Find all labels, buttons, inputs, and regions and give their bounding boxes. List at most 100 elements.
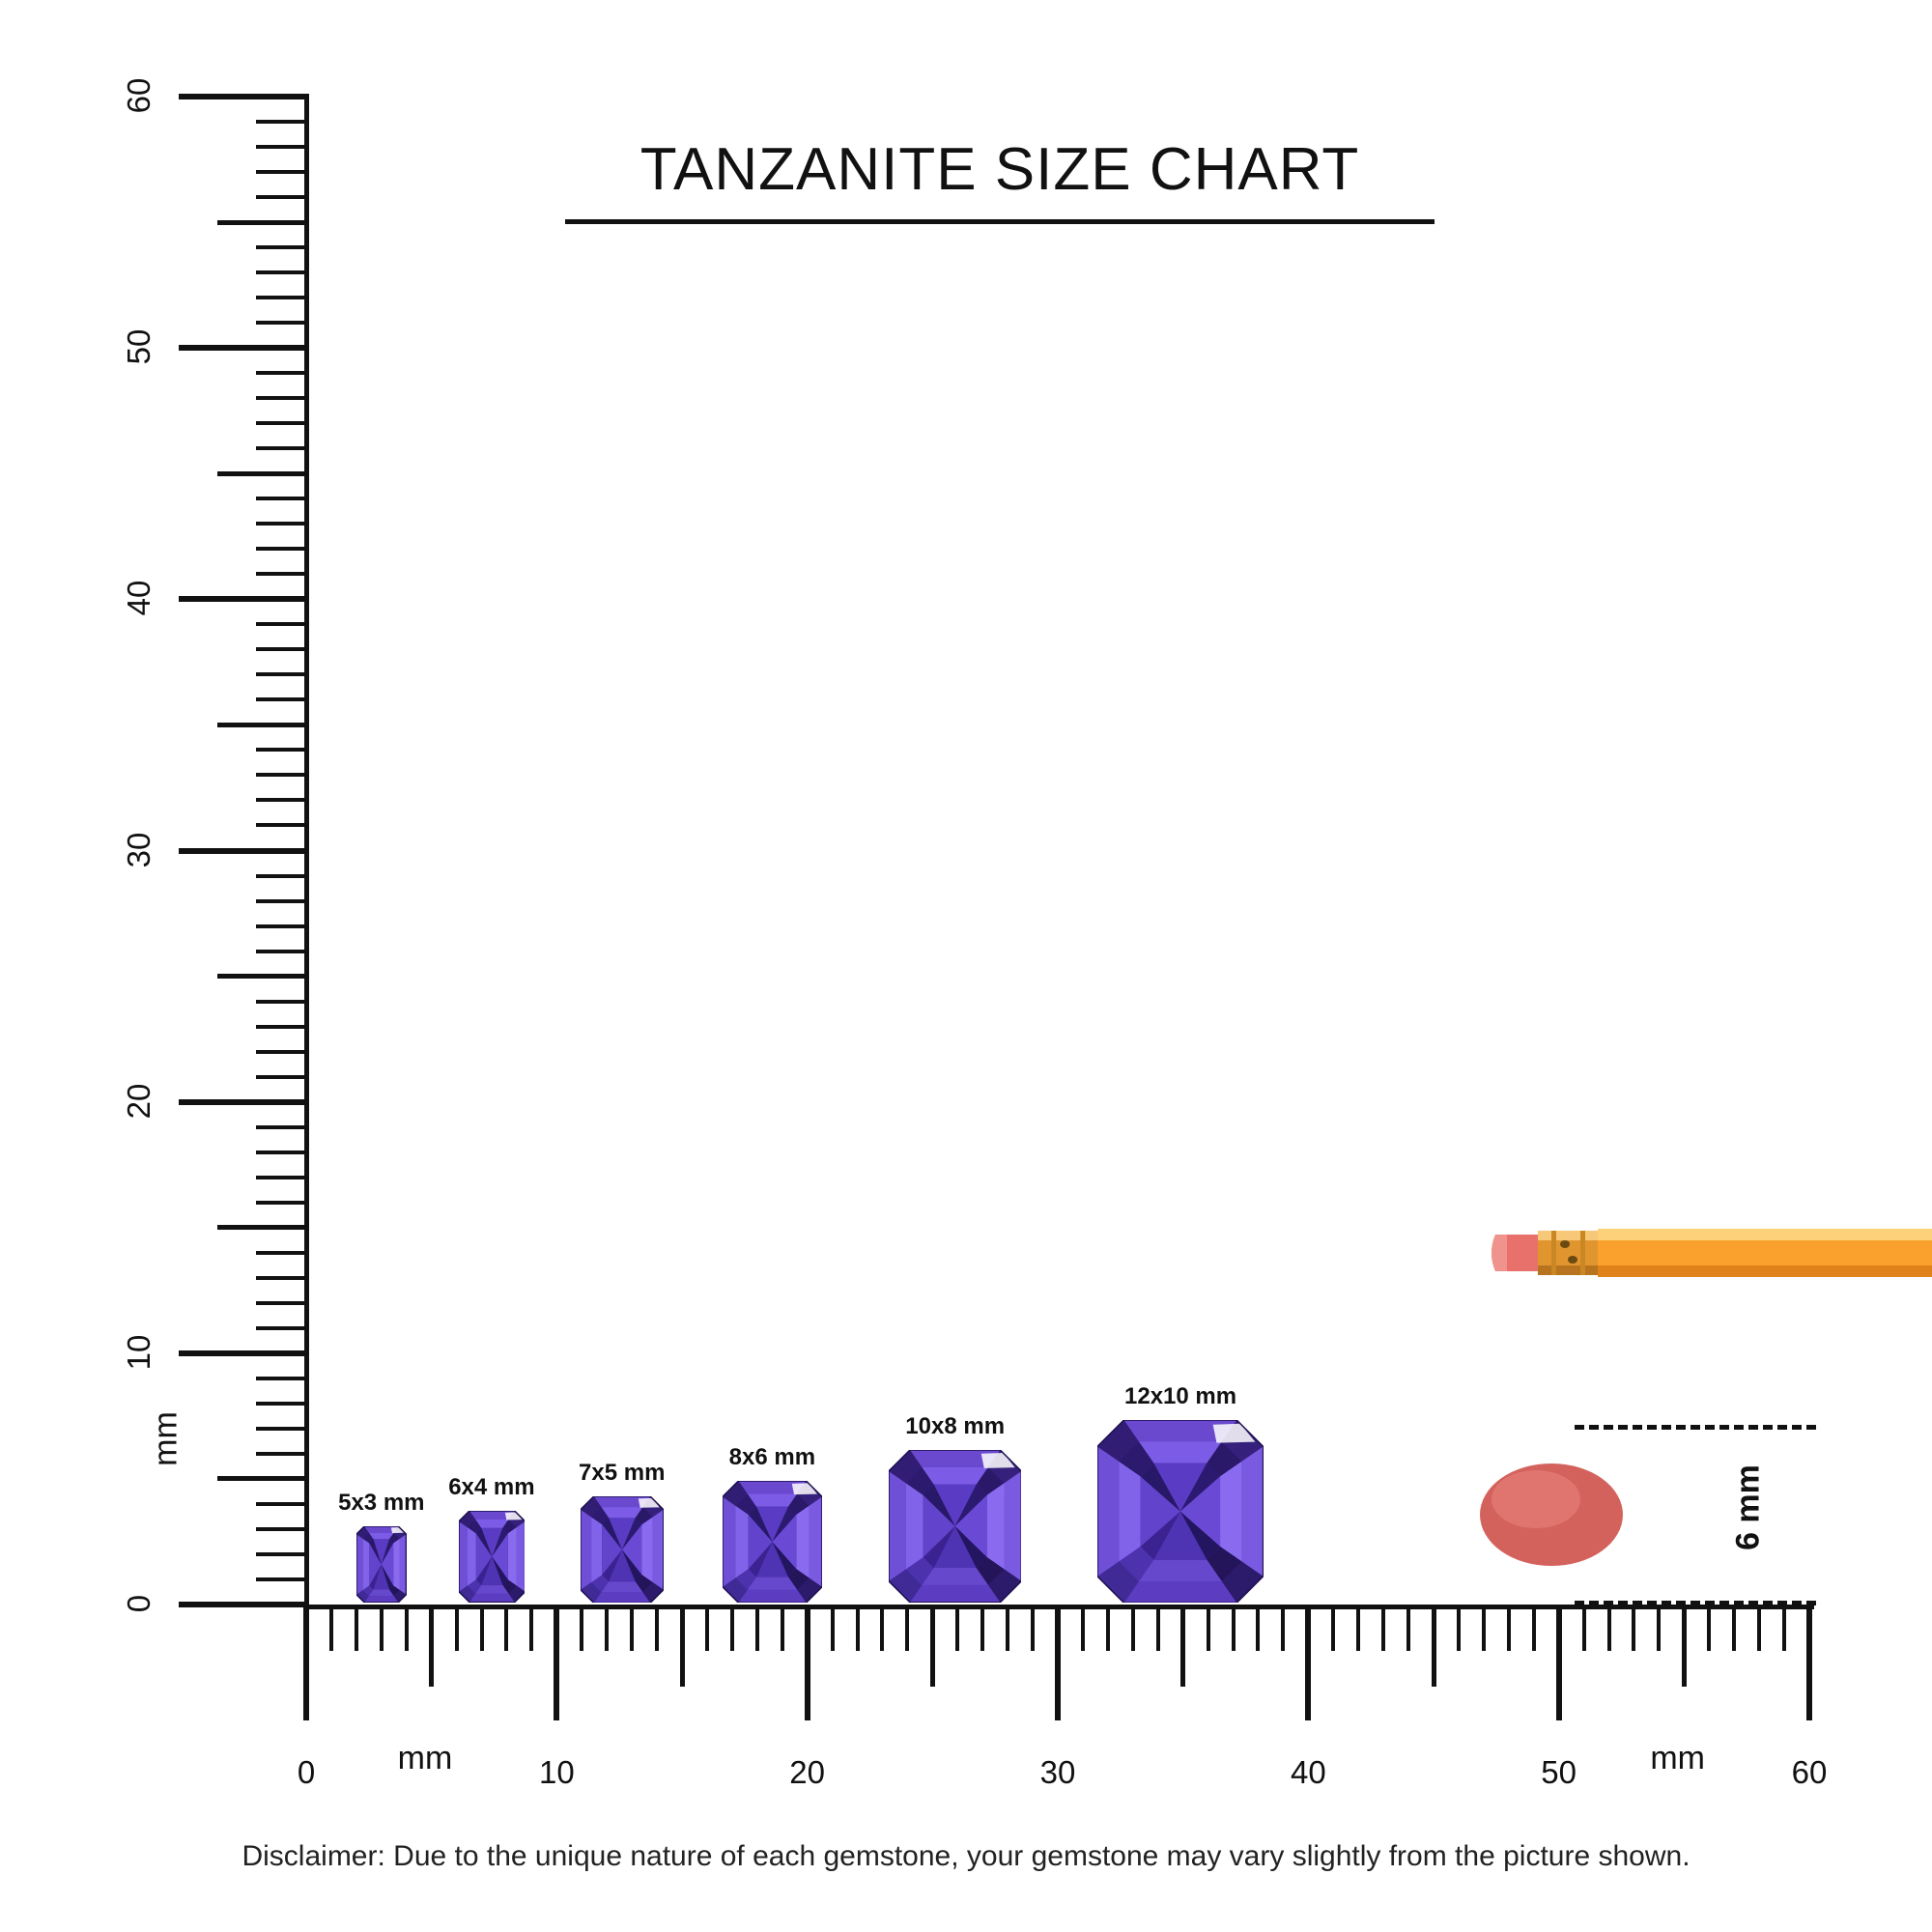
gemstone-item[interactable]: 6x4 mm bbox=[448, 1474, 535, 1604]
vertical-ruler-tick bbox=[179, 1602, 309, 1607]
gemstone-item[interactable]: 12x10 mm bbox=[1096, 1383, 1264, 1604]
horizontal-ruler-tick bbox=[1632, 1605, 1636, 1651]
horizontal-ruler-tick bbox=[1707, 1605, 1712, 1651]
vertical-ruler-tick bbox=[256, 1451, 309, 1456]
horizontal-axis-tick-label: 50 bbox=[1541, 1754, 1577, 1790]
horizontal-axis-tick-label: 20 bbox=[789, 1754, 826, 1790]
horizontal-ruler-tick bbox=[605, 1605, 610, 1651]
horizontal-ruler-tick bbox=[1431, 1605, 1436, 1687]
horizontal-axis-tick-label: 10 bbox=[538, 1754, 575, 1790]
horizontal-ruler-tick bbox=[454, 1605, 459, 1651]
horizontal-ruler-tick bbox=[729, 1605, 734, 1651]
horizontal-ruler-tick bbox=[1331, 1605, 1336, 1651]
horizontal-axis-unit-label-right: mm bbox=[1650, 1740, 1705, 1776]
vertical-ruler-tick bbox=[256, 647, 309, 652]
vertical-ruler-tick bbox=[217, 470, 309, 476]
vertical-axis-tick-label: 40 bbox=[121, 580, 156, 616]
gemstone-graphic bbox=[457, 1510, 526, 1604]
vertical-ruler-tick bbox=[256, 145, 309, 150]
vertical-ruler-tick bbox=[256, 120, 309, 125]
horizontal-ruler-tick bbox=[1080, 1605, 1085, 1651]
horizontal-ruler-tick bbox=[830, 1605, 835, 1651]
horizontal-ruler-tick bbox=[1506, 1605, 1511, 1651]
vertical-ruler-tick bbox=[256, 572, 309, 577]
horizontal-ruler-tick bbox=[780, 1605, 784, 1651]
horizontal-ruler-tick bbox=[554, 1605, 560, 1720]
vertical-ruler-tick bbox=[256, 245, 309, 250]
horizontal-ruler-tick bbox=[529, 1605, 534, 1651]
horizontal-ruler-tick bbox=[1256, 1605, 1261, 1651]
horizontal-ruler-tick bbox=[1356, 1605, 1361, 1651]
vertical-ruler-tick bbox=[256, 1577, 309, 1581]
horizontal-ruler-tick bbox=[1782, 1605, 1787, 1651]
vertical-ruler-tick bbox=[256, 547, 309, 552]
horizontal-ruler-tick bbox=[1555, 1605, 1562, 1720]
horizontal-ruler-tick bbox=[1130, 1605, 1135, 1651]
vertical-ruler-tick bbox=[256, 446, 309, 451]
horizontal-ruler-tick bbox=[1305, 1605, 1312, 1720]
gemstone-item[interactable]: 8x6 mm bbox=[722, 1444, 823, 1604]
horizontal-ruler-tick bbox=[704, 1605, 709, 1651]
vertical-ruler-tick bbox=[256, 1175, 309, 1179]
vertical-ruler-tick bbox=[256, 1250, 309, 1255]
horizontal-ruler-tick bbox=[1406, 1605, 1411, 1651]
horizontal-ruler-tick bbox=[1155, 1605, 1160, 1651]
vertical-ruler-tick bbox=[256, 949, 309, 953]
gemstone-size-label: 10x8 mm bbox=[905, 1413, 1006, 1440]
vertical-ruler-tick bbox=[256, 1275, 309, 1280]
vertical-ruler-tick bbox=[256, 1124, 309, 1129]
horizontal-ruler-tick bbox=[1180, 1605, 1186, 1687]
vertical-ruler: 0 10 20 30 40 50 60 bbox=[121, 0, 309, 1614]
gemstone-item[interactable]: 5x3 mm bbox=[338, 1490, 424, 1604]
vertical-ruler-tick bbox=[256, 999, 309, 1004]
vertical-ruler-tick bbox=[256, 622, 309, 627]
vertical-ruler-tick bbox=[256, 873, 309, 878]
horizontal-ruler-tick bbox=[1031, 1605, 1036, 1651]
gemstone-item[interactable]: 7x5 mm bbox=[579, 1460, 665, 1604]
vertical-ruler-tick bbox=[256, 1074, 309, 1079]
vertical-ruler-tick bbox=[256, 321, 309, 326]
horizontal-ruler-tick bbox=[1481, 1605, 1486, 1651]
vertical-ruler-tick bbox=[256, 748, 309, 753]
horizontal-ruler-tick bbox=[1531, 1605, 1536, 1651]
horizontal-axis-tick-label: 60 bbox=[1791, 1754, 1828, 1790]
horizontal-ruler-tick bbox=[1006, 1605, 1010, 1651]
vertical-ruler-tick bbox=[217, 1476, 309, 1482]
horizontal-axis-tick-label: 0 bbox=[297, 1754, 316, 1790]
gemstone-graphic bbox=[1096, 1418, 1264, 1604]
horizontal-ruler-tick bbox=[1105, 1605, 1110, 1651]
vertical-axis-tick-label: 50 bbox=[121, 328, 156, 365]
vertical-ruler-tick bbox=[256, 1150, 309, 1154]
horizontal-ruler-tick bbox=[354, 1605, 358, 1651]
vertical-ruler-tick bbox=[256, 396, 309, 401]
gemstone-size-label: 6x4 mm bbox=[448, 1474, 535, 1501]
vertical-ruler-tick bbox=[256, 270, 309, 275]
gemstone-graphic bbox=[722, 1480, 823, 1604]
measure-dash-bottom bbox=[1575, 1601, 1816, 1605]
horizontal-ruler-tick bbox=[479, 1605, 484, 1651]
vertical-ruler-tick bbox=[256, 923, 309, 928]
horizontal-ruler-tick bbox=[980, 1605, 985, 1651]
horizontal-ruler-tick bbox=[855, 1605, 860, 1651]
gemstone-graphic bbox=[355, 1525, 408, 1604]
gemstone-item[interactable]: 10x8 mm bbox=[888, 1413, 1023, 1604]
gemstone-size-label: 8x6 mm bbox=[728, 1443, 816, 1470]
vertical-ruler-tick bbox=[179, 1098, 309, 1105]
horizontal-ruler-tick bbox=[1681, 1605, 1687, 1687]
horizontal-ruler-tick bbox=[754, 1605, 759, 1651]
vertical-axis-tick-label: 60 bbox=[121, 77, 156, 114]
vertical-ruler-tick bbox=[256, 371, 309, 376]
horizontal-ruler-tick bbox=[880, 1605, 885, 1651]
horizontal-ruler-tick bbox=[905, 1605, 910, 1651]
horizontal-ruler-tick bbox=[328, 1605, 333, 1651]
horizontal-ruler-tick bbox=[655, 1605, 660, 1651]
vertical-ruler-tick bbox=[256, 522, 309, 526]
horizontal-ruler: 0 10 20 30 40 50 60 bbox=[0, 1605, 1932, 1836]
vertical-ruler-tick bbox=[256, 1049, 309, 1054]
vertical-axis-tick-label: 20 bbox=[121, 1083, 156, 1120]
horizontal-ruler-tick bbox=[303, 1605, 309, 1720]
horizontal-ruler-tick bbox=[1806, 1605, 1812, 1720]
vertical-ruler-tick bbox=[217, 722, 309, 727]
horizontal-ruler-tick bbox=[929, 1605, 935, 1687]
